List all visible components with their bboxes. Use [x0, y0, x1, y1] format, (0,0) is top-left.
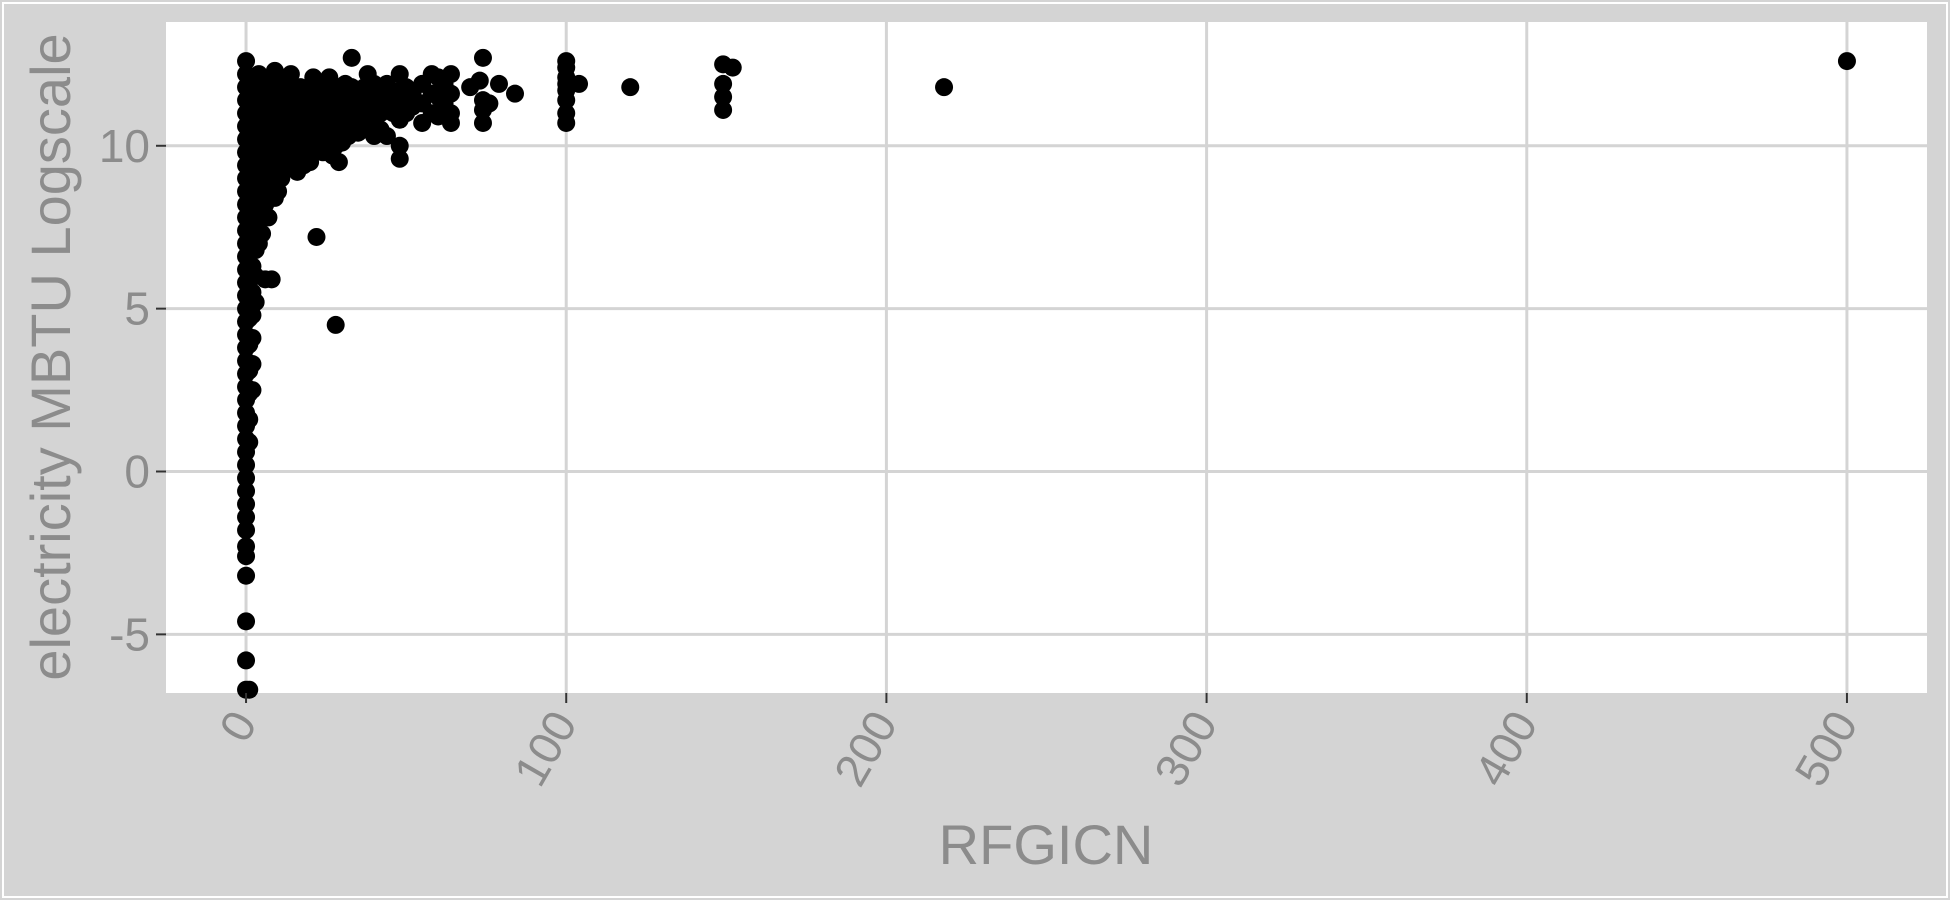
data-point: [259, 208, 278, 227]
data-point: [390, 149, 409, 168]
y-tick-label: 0: [124, 446, 150, 498]
data-point: [441, 113, 460, 132]
data-point: [935, 78, 954, 97]
data-point: [342, 48, 361, 67]
data-point: [621, 78, 640, 97]
data-point: [723, 58, 742, 77]
data-point: [281, 65, 300, 84]
x-axis-title: RFGICN: [939, 813, 1154, 876]
data-point: [441, 84, 460, 103]
data-point: [570, 74, 589, 93]
data-point: [473, 113, 492, 132]
data-point: [489, 74, 508, 93]
data-point: [243, 328, 262, 347]
data-point: [237, 482, 256, 501]
data-point: [329, 153, 348, 172]
data-point: [441, 65, 460, 84]
data-point: [240, 410, 259, 429]
y-axis: -5 0 5 10: [99, 120, 166, 660]
data-point: [237, 547, 256, 566]
y-tick-label: -5: [109, 608, 150, 660]
data-point: [480, 94, 499, 113]
data-point: [262, 270, 281, 289]
data-point: [237, 455, 256, 474]
data-point: [237, 52, 256, 71]
data-point: [237, 612, 256, 631]
data-point: [377, 127, 396, 146]
data-point: [237, 508, 256, 527]
data-point: [237, 495, 256, 514]
data-point: [505, 84, 524, 103]
data-point: [243, 381, 262, 400]
data-point: [246, 293, 265, 312]
data-point: [240, 680, 259, 699]
data-point: [714, 74, 733, 93]
data-points: [237, 48, 1856, 699]
data-point: [1837, 52, 1856, 71]
data-point: [714, 87, 733, 106]
data-point: [237, 521, 256, 540]
data-point: [557, 91, 576, 110]
data-point: [240, 433, 259, 452]
data-point: [237, 651, 256, 670]
y-tick-label: 5: [124, 283, 150, 335]
y-tick-label: 10: [99, 120, 150, 172]
data-point: [557, 113, 576, 132]
data-point: [473, 48, 492, 67]
data-point: [243, 355, 262, 374]
y-axis-title: electricity MBTU Logscale: [19, 33, 82, 680]
data-point: [390, 136, 409, 155]
data-point: [237, 469, 256, 488]
data-point: [301, 153, 320, 172]
data-point: [326, 315, 345, 334]
data-point: [253, 224, 272, 243]
data-point: [470, 71, 489, 90]
data-point: [307, 227, 326, 246]
plot-panel: [166, 22, 1927, 693]
data-point: [714, 100, 733, 119]
data-point: [237, 566, 256, 585]
